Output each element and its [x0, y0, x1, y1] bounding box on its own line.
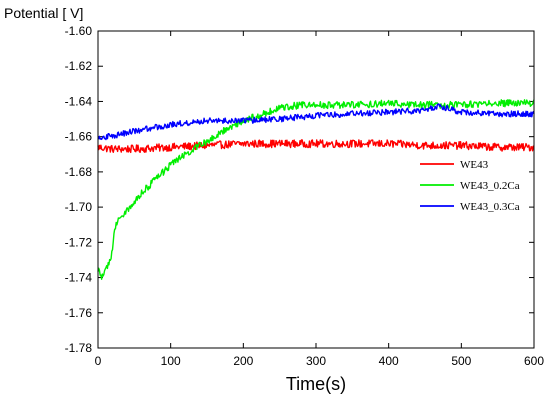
- series-lines: [97, 99, 535, 280]
- y-tick-label: -1.70: [65, 200, 93, 214]
- y-tick-label: -1.60: [65, 24, 93, 38]
- x-tick-label: 400: [379, 354, 399, 368]
- x-tick-label: 600: [524, 354, 544, 368]
- y-tick-label: -1.62: [65, 59, 93, 73]
- y-tick-label: -1.78: [65, 341, 93, 355]
- y-tick-label: -1.66: [65, 130, 93, 144]
- y-tick-label: -1.76: [65, 306, 93, 320]
- x-tick-label: 200: [233, 354, 253, 368]
- y-axis-title: Potential [ V]: [4, 5, 83, 21]
- legend-label: WE43_0.2Ca: [460, 180, 520, 192]
- y-tick-label: -1.64: [65, 94, 93, 108]
- x-tick-label: 300: [306, 354, 326, 368]
- x-tick-label: 100: [161, 354, 181, 368]
- legend-label: WE43: [460, 159, 489, 171]
- x-tick-label: 0: [95, 354, 102, 368]
- plot-frame: [97, 30, 535, 349]
- legend: WE43 WE43_0.2Ca WE43_0.3Ca: [420, 159, 520, 213]
- series-line-we43-0-2ca: [97, 99, 535, 280]
- y-axis: -1.60 -1.62 -1.64 -1.66 -1.68 -1.70 -1.72 -1.74…: [65, 24, 534, 355]
- x-axis: 0 100 200 300 400 500 600: [95, 31, 544, 368]
- y-tick-label: -1.72: [65, 235, 93, 249]
- series-line-we43-0-3ca: [97, 103, 535, 141]
- legend-label: WE43_0.3Ca: [460, 201, 520, 213]
- y-tick-label: -1.68: [65, 165, 93, 179]
- series-line-we43: [97, 139, 535, 154]
- x-tick-label: 500: [451, 354, 471, 368]
- y-tick-label: -1.74: [65, 271, 93, 285]
- x-axis-title: Time(s): [286, 374, 346, 394]
